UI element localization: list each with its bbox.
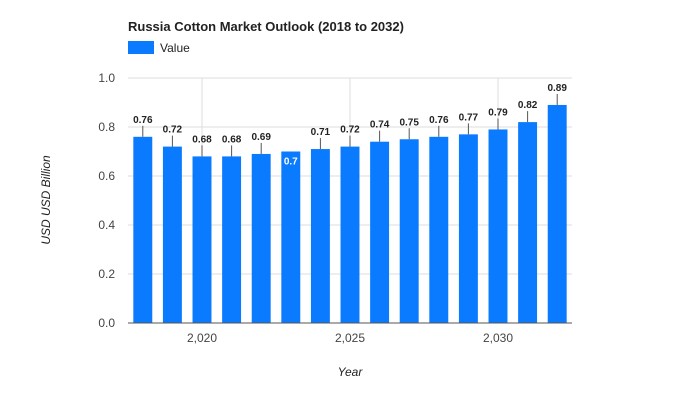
x-axis-title: Year <box>338 365 364 379</box>
bar <box>399 139 419 323</box>
y-axis-title: USD USD Billion <box>39 155 53 245</box>
bar <box>251 153 271 323</box>
data-label: 0.68 <box>222 134 242 145</box>
data-label: 0.74 <box>370 120 390 131</box>
data-label: 0.72 <box>163 125 183 136</box>
x-tick-label: 2,030 <box>483 331 513 345</box>
bar <box>133 136 153 323</box>
bar <box>340 146 360 323</box>
y-tick-label: 0.4 <box>98 218 115 232</box>
bar <box>370 141 390 323</box>
legend-swatch <box>128 41 154 54</box>
bar <box>162 146 182 323</box>
y-tick-labels: 0.0 0.2 0.4 0.6 0.8 1.0 <box>98 71 115 330</box>
data-label: 0.79 <box>488 107 508 118</box>
y-tick-label: 1.0 <box>98 71 115 85</box>
data-label: 0.69 <box>251 132 271 143</box>
data-label: 0.76 <box>133 115 153 126</box>
y-tick-label: 0.8 <box>98 120 115 134</box>
legend-label: Value <box>160 41 190 55</box>
bar <box>458 134 478 323</box>
x-tick-labels: 2,020 2,025 2,030 <box>187 331 513 345</box>
chart-title: Russia Cotton Market Outlook (2018 to 20… <box>128 19 404 34</box>
y-tick-label: 0.6 <box>98 169 115 183</box>
bar <box>310 149 330 323</box>
bars <box>133 104 567 323</box>
data-labels: 0.76 0.72 0.68 0.68 0.69 0.7 0.71 0.72 0.74 0.75 0… <box>133 83 567 168</box>
bar <box>281 151 301 323</box>
label-leader-lines <box>142 93 558 157</box>
data-label: 0.89 <box>547 83 567 94</box>
bar <box>547 104 567 323</box>
data-label: 0.77 <box>459 112 479 123</box>
bar <box>429 136 449 323</box>
data-label: 0.72 <box>340 125 360 136</box>
data-label: 0.75 <box>399 117 419 128</box>
y-tick-label: 0.2 <box>98 267 115 281</box>
data-label: 0.7 <box>284 157 298 168</box>
y-tick-label: 0.0 <box>98 316 115 330</box>
x-tick-label: 2,025 <box>335 331 365 345</box>
bar <box>488 129 508 323</box>
data-label: 0.71 <box>311 127 331 138</box>
bar <box>518 122 538 323</box>
data-label: 0.76 <box>429 115 449 126</box>
data-label: 0.82 <box>518 100 538 111</box>
legend: Value <box>128 41 190 55</box>
bar <box>222 156 242 323</box>
data-label: 0.68 <box>192 134 212 145</box>
x-tick-label: 2,020 <box>187 331 217 345</box>
bar <box>192 156 212 323</box>
